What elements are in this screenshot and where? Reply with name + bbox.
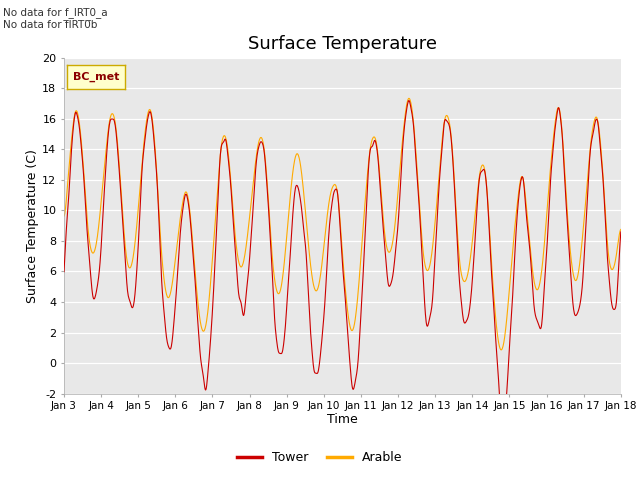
Text: No data for f_IRT0_a: No data for f_IRT0_a <box>3 7 108 18</box>
Text: No data for f̅IRT0̅b: No data for f̅IRT0̅b <box>3 20 97 30</box>
Text: BC_met: BC_met <box>73 72 119 82</box>
Title: Surface Temperature: Surface Temperature <box>248 35 437 53</box>
Y-axis label: Surface Temperature (C): Surface Temperature (C) <box>26 149 40 302</box>
X-axis label: Time: Time <box>327 413 358 426</box>
Legend: Tower, Arable: Tower, Arable <box>232 446 408 469</box>
